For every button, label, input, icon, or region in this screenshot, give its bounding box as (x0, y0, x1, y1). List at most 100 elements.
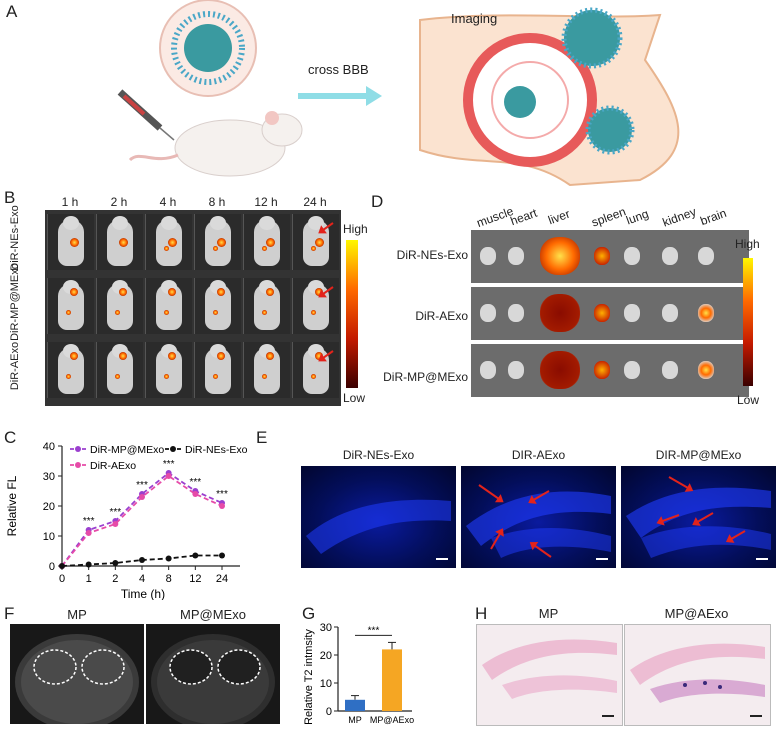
panel-b-mouse-image (145, 342, 192, 398)
panel-e-image-mp-mexo (621, 466, 776, 568)
panel-d-organ-row (471, 230, 749, 285)
panel-d-organ (508, 304, 524, 322)
panel-d-organ-row (471, 344, 749, 399)
panel-b-timepoint: 1 h (61, 195, 79, 209)
panel-c-significance: *** (109, 507, 121, 518)
mouse-ear (265, 111, 279, 125)
panel-c-significance: *** (163, 459, 175, 470)
panel-d-colorbar (743, 258, 753, 386)
panel-d-row-label: DiR-NEs-Exo (396, 248, 468, 262)
panel-b-mouse-image (243, 342, 290, 398)
panel-b-mouse-image (243, 214, 290, 270)
panel-d-organ (480, 304, 496, 322)
panel-label-d: D (371, 192, 384, 211)
panel-b-timepoint: 12 h (254, 195, 278, 209)
panel-c-y-tick-label: 0 (49, 561, 55, 573)
panel-e-image-aexo (461, 466, 616, 568)
panel-d-row-label: DiR-MP@MExo (383, 370, 468, 384)
panel-b-scale-high: High (343, 222, 368, 236)
panel-b-mouse-image (292, 342, 339, 398)
panel-b-row-label: DiR-AExo (9, 341, 21, 391)
panel-g-y-tick-label: 20 (320, 650, 332, 662)
panel-b-mouse-image (96, 214, 143, 270)
panel-c-xlabel: Time (h) (121, 587, 165, 600)
panel-f-mri-mp-mexo (146, 624, 280, 724)
cross-bbb-arrowhead (366, 86, 382, 106)
panel-d-organ (662, 247, 678, 265)
panel-g-y-tick-label: 30 (320, 622, 332, 634)
panel-b-mouse-image (194, 214, 241, 270)
panel-d-organ-label: spleen (589, 204, 628, 230)
panel-c-y-tick-label: 40 (43, 441, 55, 453)
panel-e-title-1: DiR-NEs-Exo (342, 448, 415, 462)
syringe-fluid (122, 94, 146, 116)
panel-b-mouse-image (47, 214, 94, 270)
panel-d-organ-label: kidney (660, 204, 699, 230)
panel-g-x-tick-label: MP@AExo (370, 715, 414, 725)
panel-d-organ (540, 237, 580, 275)
panel-d-organ-label: lung (624, 206, 651, 228)
panel-c-data-point (219, 503, 225, 509)
panel-d-scale-high: High (735, 237, 760, 251)
panel-d-organ (624, 304, 640, 322)
panel-b-timepoint: 4 h (159, 195, 177, 209)
panel-g-significance: *** (368, 625, 380, 636)
panel-f-title-mp-mexo: MP@MExo (180, 607, 246, 622)
panel-d-organ (662, 361, 678, 379)
panel-d-organ (540, 294, 580, 332)
panel-d-organ (594, 247, 610, 265)
panel-d-organ (480, 361, 496, 379)
panel-a-illustration (117, 0, 680, 187)
panel-c-data-point (165, 473, 172, 479)
exosome-membrane (171, 11, 245, 85)
panel-c-x-tick-label: 2 (112, 573, 118, 585)
panel-h-title-mp-aexo: MP@AExo (664, 606, 729, 621)
panel-b-mouse-image (96, 278, 143, 334)
panel-d-organ (594, 304, 610, 322)
panel-label-h: H (475, 604, 488, 623)
mouse-tail (128, 153, 179, 162)
panel-b-mouse-image (145, 214, 192, 270)
panel-c-legend-label: DiR-MP@MExo (90, 444, 164, 456)
panel-b-mouse-image (194, 278, 241, 334)
panel-g-bar (345, 699, 365, 711)
panel-c-legend-marker (75, 462, 81, 468)
panel-c-legend-marker (170, 446, 176, 452)
panel-c-x-tick-label: 1 (86, 573, 92, 585)
panel-b-mouse-image (194, 342, 241, 398)
panel-h-title-mp: MP (538, 606, 559, 621)
panel-e-image-nes-exo (301, 466, 456, 568)
panel-c-data-point (85, 530, 92, 536)
panel-label-g: G (302, 604, 316, 623)
panel-label-c: C (4, 428, 17, 447)
panel-c-x-tick-label: 0 (59, 573, 65, 585)
panel-d-scale-low: Low (737, 393, 760, 407)
panel-c-legend-label: DiR-NEs-Exo (185, 444, 248, 456)
panel-h-he-mp-aexo (624, 624, 771, 726)
panel-c-x-tick-label: 8 (166, 573, 172, 585)
panel-d-organ-row (471, 287, 749, 342)
panel-b-mouse-image (243, 278, 290, 334)
panel-c-x-tick-label: 12 (189, 573, 201, 585)
panel-b-image-grid (45, 210, 341, 406)
panel-c-data-point (139, 494, 145, 500)
panel-h-he-mp (476, 624, 623, 726)
panel-c-data-point (85, 561, 92, 568)
panel-d-organ-label: heart (508, 205, 539, 229)
panel-b-mouse-image (292, 214, 339, 270)
exosome-bottom-right (585, 105, 635, 155)
panel-b-scale-low: Low (343, 391, 366, 405)
panel-c-ylabel: Relative FL (5, 475, 19, 536)
panel-e-title-2: DIR-AExo (511, 448, 566, 462)
panel-d-organ (698, 247, 714, 265)
exosome-top-right (561, 7, 623, 69)
panel-b-mouse-image (292, 278, 339, 334)
panel-c-x-tick-label: 4 (139, 573, 145, 585)
panel-c-significance: *** (189, 477, 201, 488)
panel-g-y-tick-label: 10 (320, 678, 332, 690)
panel-label-b: B (4, 188, 16, 207)
panel-c-significance: *** (83, 516, 95, 527)
panel-c-data-point (112, 560, 119, 566)
panel-g-x-tick-label: MP (348, 715, 362, 725)
imaging-label: Imaging (451, 11, 498, 26)
